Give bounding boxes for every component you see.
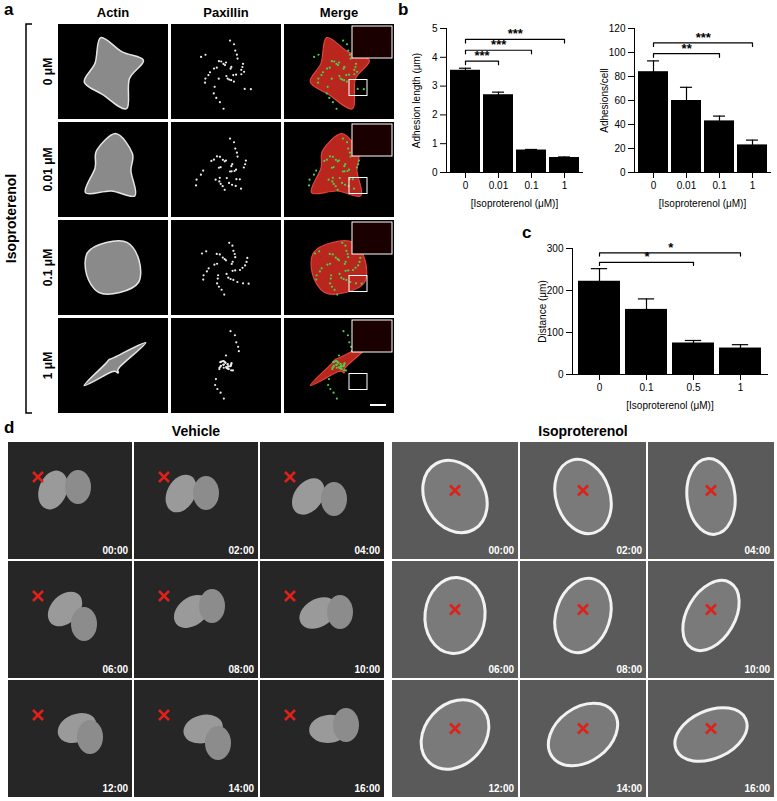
svg-text:100: 100 [609,47,626,58]
svg-text:Vehicle: Vehicle [172,423,220,439]
svg-text:16:00: 16:00 [744,783,770,794]
svg-text:120: 120 [609,23,626,34]
svg-text:0 μM: 0 μM [41,58,55,85]
svg-text:0.01: 0.01 [489,180,509,191]
svg-text:*: * [668,240,674,255]
svg-text:0.1 μM: 0.1 μM [41,249,55,286]
svg-text:0.5: 0.5 [687,382,701,393]
svg-text:3: 3 [432,80,438,91]
svg-text:[Isoproterenol (μM)]: [Isoproterenol (μM)] [659,198,747,209]
svg-text:1: 1 [750,180,756,191]
svg-text:***: *** [508,26,524,41]
svg-text:60: 60 [614,95,626,106]
svg-text:5: 5 [432,23,438,34]
svg-text:Adhesion length (μm): Adhesion length (μm) [411,53,422,148]
svg-text:00:00: 00:00 [488,545,514,556]
svg-text:1: 1 [738,382,744,393]
svg-text:00:00: 00:00 [102,545,128,556]
svg-text:Actin: Actin [97,5,130,20]
svg-text:08:00: 08:00 [228,664,254,675]
svg-text:300: 300 [547,243,564,254]
svg-text:10:00: 10:00 [354,664,380,675]
svg-text:06:00: 06:00 [488,664,514,675]
svg-text:0.01: 0.01 [677,180,697,191]
svg-text:0.1: 0.1 [713,180,727,191]
svg-text:200: 200 [547,285,564,296]
svg-text:0: 0 [651,180,657,191]
svg-text:0.1: 0.1 [525,180,539,191]
svg-text:0: 0 [432,167,438,178]
svg-text:12:00: 12:00 [488,783,514,794]
svg-text:80: 80 [614,71,626,82]
svg-text:0: 0 [597,382,603,393]
svg-text:Isoproterenol: Isoproterenol [3,174,19,263]
svg-text:04:00: 04:00 [744,545,770,556]
svg-text:08:00: 08:00 [616,664,642,675]
svg-text:a: a [4,0,14,19]
svg-text:14:00: 14:00 [616,783,642,794]
svg-text:04:00: 04:00 [354,545,380,556]
svg-text:Adhesions/cell: Adhesions/cell [599,68,610,132]
svg-text:[Isoproterenol (μM)]: [Isoproterenol (μM)] [471,198,559,209]
svg-text:***: *** [491,37,507,52]
svg-text:1: 1 [432,138,438,149]
svg-text:02:00: 02:00 [228,545,254,556]
svg-text:*: * [645,249,651,264]
svg-text:40: 40 [614,119,626,130]
svg-text:b: b [398,0,408,19]
svg-text:[Isoproterenol (μM)]: [Isoproterenol (μM)] [626,400,714,411]
svg-text:100: 100 [547,327,564,338]
svg-text:4: 4 [432,52,438,63]
svg-text:20: 20 [614,143,626,154]
svg-text:Paxillin: Paxillin [203,5,249,20]
svg-text:0.1: 0.1 [640,382,654,393]
svg-text:***: *** [696,30,712,45]
svg-text:c: c [522,223,531,242]
svg-text:**: ** [682,41,693,56]
svg-text:0.01 μM: 0.01 μM [41,147,55,191]
svg-text:06:00: 06:00 [102,664,128,675]
svg-text:0: 0 [463,180,469,191]
svg-text:0: 0 [558,369,564,380]
svg-text:***: *** [474,48,490,63]
svg-text:02:00: 02:00 [616,545,642,556]
svg-text:Isoproterenol: Isoproterenol [538,423,627,439]
svg-text:2: 2 [432,109,438,120]
svg-text:1: 1 [562,180,568,191]
svg-text:12:00: 12:00 [102,783,128,794]
svg-text:0: 0 [620,167,626,178]
svg-text:d: d [4,418,14,437]
svg-text:16:00: 16:00 [354,783,380,794]
svg-text:1 μM: 1 μM [41,352,55,379]
svg-text:Distance (μm): Distance (μm) [537,280,548,342]
svg-text:14:00: 14:00 [228,783,254,794]
svg-text:10:00: 10:00 [744,664,770,675]
svg-text:Merge: Merge [320,5,358,20]
